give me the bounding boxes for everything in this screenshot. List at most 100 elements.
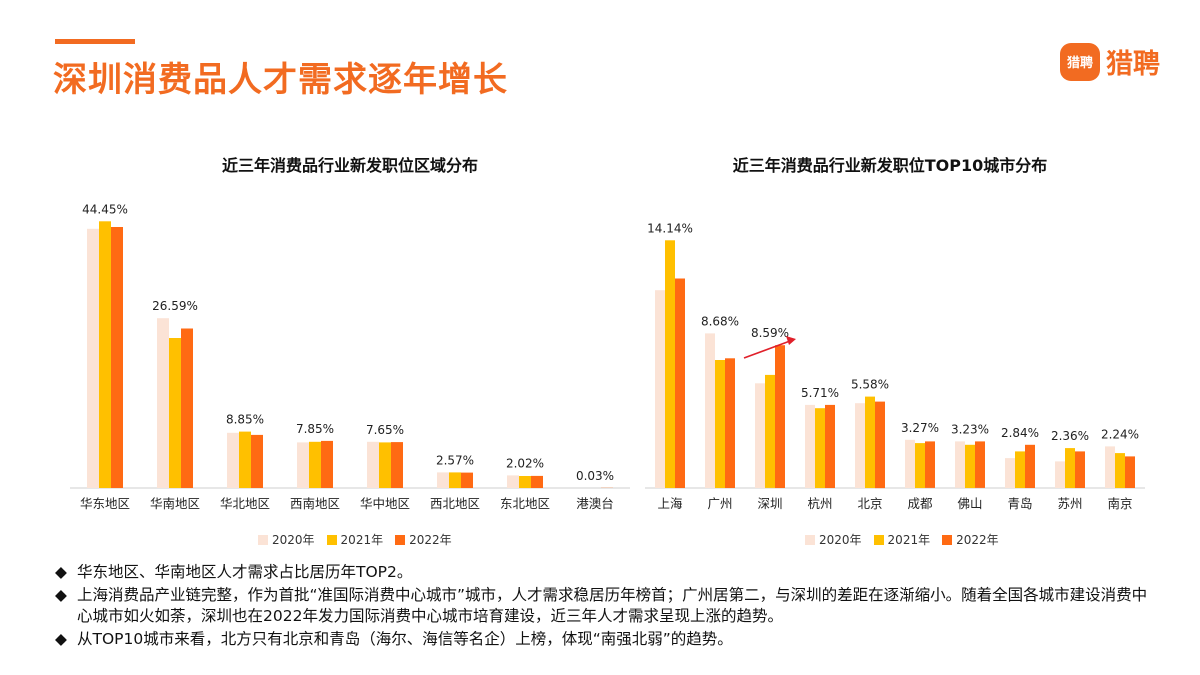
diamond-bullet-icon: ◆ bbox=[55, 563, 67, 581]
tick-label: 广州 bbox=[707, 496, 732, 511]
legend-label-2022: 2022年 bbox=[409, 533, 452, 547]
bar-region-2022年 bbox=[321, 440, 333, 488]
bar-city-2021年 bbox=[1115, 453, 1125, 488]
bar-city-2020年 bbox=[705, 333, 715, 488]
bar-region-2022年 bbox=[461, 472, 473, 488]
diamond-bullet-icon: ◆ bbox=[55, 586, 67, 604]
region-chart-legend: 2020年 2021年 2022年 bbox=[258, 531, 452, 548]
bar-region-2022年 bbox=[531, 475, 543, 488]
bar-city-2021年 bbox=[715, 360, 725, 488]
bar-region-2020年 bbox=[437, 472, 449, 488]
charts-canvas: 44.45% 华东地区 26.59% 华南地区 8.85% 华北地区 7.85% 西南地区 7.… bbox=[70, 202, 1145, 511]
bar-city-2022年 bbox=[825, 404, 835, 488]
bar-city-2021年 bbox=[915, 443, 925, 488]
legend-label-2022: 2022年 bbox=[956, 533, 999, 547]
data-label: 2.36% bbox=[1051, 429, 1089, 443]
bar-region-2022年 bbox=[111, 227, 123, 488]
data-label: 26.59% bbox=[152, 299, 198, 313]
bar-city-2020年 bbox=[905, 439, 915, 488]
trend-arrow-head-icon bbox=[786, 336, 796, 345]
data-label: 2.02% bbox=[506, 456, 544, 470]
bar-region-2021年 bbox=[379, 442, 391, 488]
bar-city-2021年 bbox=[815, 408, 825, 488]
data-label: 7.65% bbox=[366, 423, 404, 437]
note-text: 华东地区、华南地区人才需求占比居历年TOP2。 bbox=[77, 563, 413, 581]
bar-region-2020年 bbox=[507, 475, 519, 488]
legend-swatch-2022 bbox=[395, 534, 406, 545]
data-label: 2.57% bbox=[436, 453, 474, 467]
tick-label: 深圳 bbox=[757, 496, 782, 511]
tick-label: 港澳台 bbox=[576, 496, 614, 511]
tick-label: 北京 bbox=[857, 496, 882, 511]
trend-arrow-line bbox=[743, 340, 791, 359]
data-label: 2.24% bbox=[1101, 427, 1139, 441]
legend-item-2020: 2020年 bbox=[258, 531, 315, 548]
liepin-logo: 猎聘 猎聘 bbox=[1060, 42, 1160, 81]
bar-city-2022年 bbox=[1025, 444, 1035, 488]
diamond-bullet-icon: ◆ bbox=[55, 630, 67, 648]
bar-region-2020年 bbox=[157, 318, 169, 488]
data-label: 8.85% bbox=[226, 413, 264, 427]
bar-city-2021年 bbox=[665, 240, 675, 488]
bar-city-2022年 bbox=[775, 345, 785, 488]
bar-city-2020年 bbox=[1105, 446, 1115, 488]
bar-city-2021年 bbox=[1015, 451, 1025, 488]
data-label: 2.84% bbox=[1001, 426, 1039, 440]
bar-city-2021年 bbox=[765, 374, 775, 488]
region-chart-title: 近三年消费品行业新发职位区域分布 bbox=[221, 156, 478, 175]
data-label: 0.03% bbox=[576, 469, 614, 483]
legend-label-2020: 2020年 bbox=[272, 533, 315, 547]
bar-city-2020年 bbox=[805, 404, 815, 488]
tick-label: 东北地区 bbox=[500, 496, 550, 511]
legend-label-2020: 2020年 bbox=[819, 533, 862, 547]
tick-label: 西南地区 bbox=[290, 496, 340, 511]
bar-region-2020年 bbox=[367, 441, 379, 488]
bar-city-2022年 bbox=[675, 278, 685, 488]
data-label: 44.45% bbox=[82, 202, 128, 216]
tick-label: 青岛 bbox=[1007, 496, 1032, 511]
liepin-logo-text: 猎聘 bbox=[1106, 49, 1160, 80]
legend-item-2022: 2022年 bbox=[395, 531, 452, 548]
bar-region-2022年 bbox=[251, 434, 263, 488]
bar-city-2021年 bbox=[965, 444, 975, 488]
bar-region-2020年 bbox=[297, 442, 309, 488]
bar-city-2020年 bbox=[755, 383, 765, 488]
bar-region-2021年 bbox=[309, 441, 321, 488]
bar-city-2020年 bbox=[1005, 458, 1015, 488]
bar-region-2021年 bbox=[239, 431, 251, 488]
bar-region-2020年 bbox=[227, 432, 239, 488]
bar-city-2022年 bbox=[1125, 456, 1135, 488]
legend-label-2021: 2021年 bbox=[887, 533, 931, 547]
data-label: 8.59% bbox=[751, 326, 789, 340]
bar-city-2020年 bbox=[1055, 461, 1065, 488]
note-item: ◆ 从TOP10城市来看，北方只有北京和青岛（海尔、海信等名企）上榜，体现“南强北… bbox=[55, 629, 1155, 650]
bar-city-2021年 bbox=[865, 396, 875, 488]
legend-item-2021: 2021年 bbox=[873, 531, 931, 548]
data-label: 3.23% bbox=[951, 422, 989, 436]
data-label: 7.85% bbox=[296, 422, 334, 436]
city-chart-legend: 2020年 2021年 2022年 bbox=[805, 531, 999, 548]
tick-label: 佛山 bbox=[957, 496, 982, 511]
bar-city-2022年 bbox=[725, 358, 735, 488]
bar-region-2021年 bbox=[519, 476, 531, 488]
legend-swatch-2020 bbox=[805, 534, 815, 545]
legend-swatch-2022 bbox=[942, 534, 953, 545]
bar-city-2022年 bbox=[1075, 451, 1085, 488]
tick-label: 苏州 bbox=[1057, 496, 1082, 511]
legend-item-2021: 2021年 bbox=[326, 531, 383, 548]
bar-region-2022年 bbox=[181, 328, 193, 488]
legend-item-2020: 2020年 bbox=[805, 531, 862, 548]
tick-label: 西北地区 bbox=[430, 496, 480, 511]
bar-city-2020年 bbox=[955, 441, 965, 488]
legend-swatch-2021 bbox=[326, 534, 337, 545]
bar-region-2022年 bbox=[391, 442, 403, 488]
note-item: ◆ 上海消费品产业链完整，作为首批“准国际消费中心城市”城市，人才需求稳居历年榜首… bbox=[55, 585, 1155, 627]
bar-city-2020年 bbox=[655, 290, 665, 488]
legend-swatch-2021 bbox=[873, 534, 884, 545]
bar-region-2021年 bbox=[169, 338, 181, 488]
title-accent-bar bbox=[55, 39, 135, 44]
data-label: 8.68% bbox=[701, 314, 739, 328]
page-title: 深圳消费品人才需求逐年增长 bbox=[53, 60, 508, 100]
bar-city-2022年 bbox=[875, 401, 885, 489]
tick-label: 南京 bbox=[1107, 496, 1132, 511]
